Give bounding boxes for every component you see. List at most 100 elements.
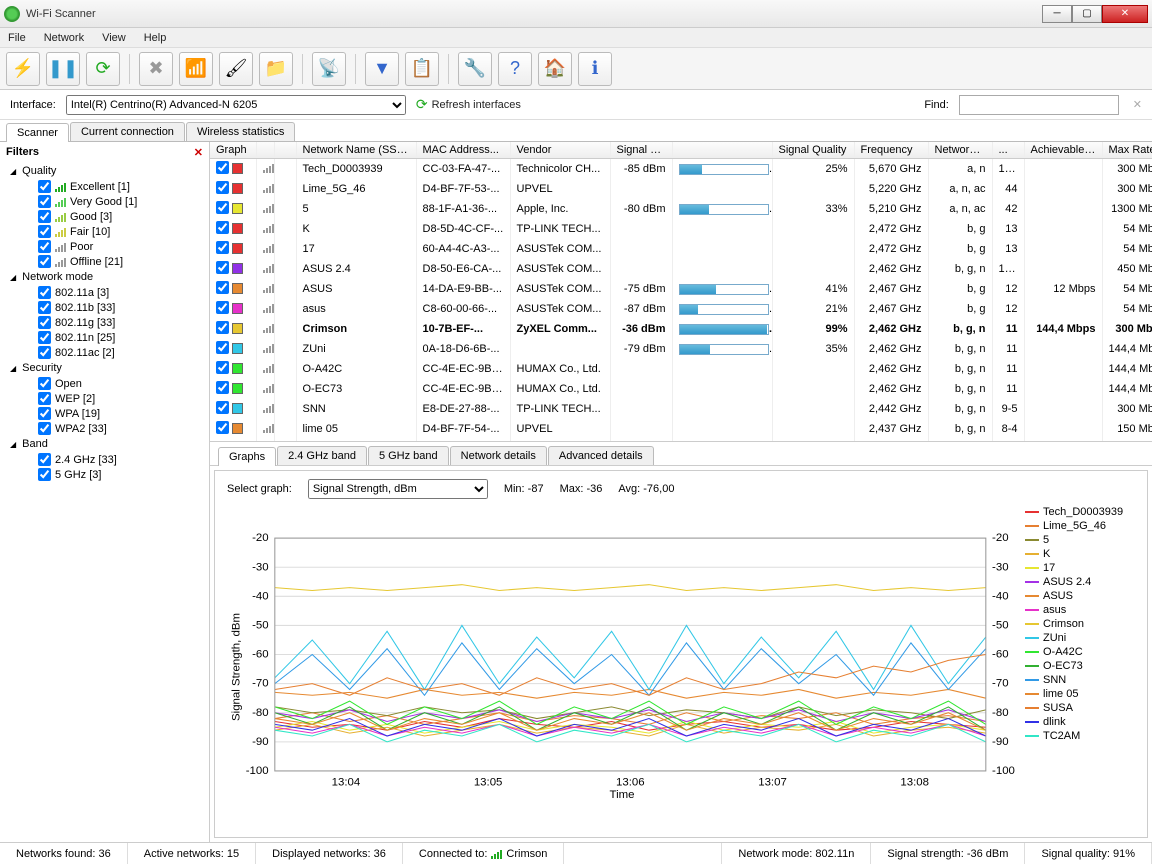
filters-close-icon[interactable]: ✕ <box>194 146 203 159</box>
tab-current-connection[interactable]: Current connection <box>70 122 185 141</box>
btab-5ghz[interactable]: 5 GHz band <box>368 446 449 465</box>
home-icon[interactable]: 🏠 <box>538 52 572 86</box>
filter-item[interactable]: Open <box>10 376 203 391</box>
col-header[interactable]: Network ... <box>928 142 992 159</box>
legend-item[interactable]: asus <box>1025 603 1135 617</box>
folder-icon[interactable]: 📁 <box>259 52 293 86</box>
signal-icon[interactable]: 📶 <box>179 52 213 86</box>
menu-file[interactable]: File <box>8 32 26 44</box>
filters-panel: Filters ✕ Quality Excellent [1] Very Goo… <box>0 142 210 842</box>
filter-item[interactable]: WEP [2] <box>10 391 203 406</box>
table-row[interactable]: Tech_D0003939CC-03-FA-47-...Technicolor … <box>210 159 1152 180</box>
col-header[interactable] <box>256 142 274 159</box>
legend-item[interactable]: ZUni <box>1025 631 1135 645</box>
legend-item[interactable]: TC2AM <box>1025 729 1135 743</box>
col-header[interactable]: Achievable ... <box>1024 142 1102 159</box>
legend-item[interactable]: SUSA <box>1025 701 1135 715</box>
col-header[interactable]: Network Name (SSID) <box>296 142 416 159</box>
pause-icon[interactable]: ❚❚ <box>46 52 80 86</box>
legend-item[interactable]: dlink <box>1025 715 1135 729</box>
filter-item[interactable]: Offline [21] <box>10 254 203 269</box>
table-row[interactable]: Lime_5G_46D4-BF-7F-53-...UPVEL5,220 GHza… <box>210 179 1152 199</box>
find-clear-icon[interactable]: ✕ <box>1133 98 1142 111</box>
minimize-button[interactable]: ─ <box>1042 5 1072 23</box>
legend-item[interactable]: O-EC73 <box>1025 659 1135 673</box>
close-button[interactable]: ✕ <box>1102 5 1148 23</box>
settings-icon[interactable]: 🔧 <box>458 52 492 86</box>
legend-item[interactable]: 5 <box>1025 533 1135 547</box>
legend-item[interactable]: K <box>1025 547 1135 561</box>
btab-graphs[interactable]: Graphs <box>218 447 276 466</box>
col-header[interactable]: Frequency <box>854 142 928 159</box>
btab-network-details[interactable]: Network details <box>450 446 547 465</box>
filter-item[interactable]: Very Good [1] <box>10 194 203 209</box>
col-header[interactable] <box>672 142 772 159</box>
filter-item[interactable]: 802.11ac [2] <box>10 345 203 360</box>
info-icon[interactable]: ℹ <box>578 52 612 86</box>
table-row[interactable]: 588-1F-A1-36-...Apple, Inc.-80 dBm33%5,2… <box>210 199 1152 219</box>
graph-select[interactable]: Signal Strength, dBm <box>308 479 488 499</box>
filter-item[interactable]: 802.11g [33] <box>10 315 203 330</box>
col-header[interactable]: Signal Quality <box>772 142 854 159</box>
filter-item[interactable]: WPA [19] <box>10 406 203 421</box>
filter-item[interactable]: WPA2 [33] <box>10 421 203 436</box>
table-row[interactable]: SNNE8-DE-27-88-...TP-LINK TECH...2,442 G… <box>210 399 1152 419</box>
filter-item[interactable]: Excellent [1] <box>10 179 203 194</box>
interface-select[interactable]: Intel(R) Centrino(R) Advanced-N 6205 <box>66 95 406 115</box>
col-header[interactable]: Max Rate <box>1102 142 1152 159</box>
maximize-button[interactable]: ▢ <box>1072 5 1102 23</box>
delete-icon[interactable]: ✖ <box>139 52 173 86</box>
filter-item[interactable]: Poor <box>10 239 203 254</box>
menu-network[interactable]: Network <box>44 32 84 44</box>
table-row[interactable]: Crimson10-7B-EF-...ZyXEL Comm...-36 dBm9… <box>210 319 1152 339</box>
filter-item[interactable]: 2.4 GHz [33] <box>10 452 203 467</box>
filter-item[interactable]: Good [3] <box>10 209 203 224</box>
find-input[interactable] <box>959 95 1119 115</box>
tab-wireless-statistics[interactable]: Wireless statistics <box>186 122 295 141</box>
menu-help[interactable]: Help <box>144 32 167 44</box>
legend-item[interactable]: SNN <box>1025 673 1135 687</box>
refresh-icon[interactable]: ⟳ <box>86 52 120 86</box>
legend-item[interactable]: ASUS 2.4 <box>1025 575 1135 589</box>
table-row[interactable]: O-A42CCC-4E-EC-9B-...HUMAX Co., Ltd.2,46… <box>210 359 1152 379</box>
refresh-interfaces[interactable]: Refresh interfaces <box>416 96 521 113</box>
legend-item[interactable]: lime 05 <box>1025 687 1135 701</box>
legend-item[interactable]: Lime_5G_46 <box>1025 519 1135 533</box>
wifi-icon[interactable]: 📡 <box>312 52 346 86</box>
filter-item[interactable]: 802.11b [33] <box>10 300 203 315</box>
brush-icon[interactable]: 🖌 <box>219 52 253 86</box>
help-icon[interactable]: ? <box>498 52 532 86</box>
col-header[interactable] <box>274 142 296 159</box>
table-row[interactable]: ZUni0A-18-D6-6B-...-79 dBm35%2,462 GHzb,… <box>210 339 1152 359</box>
legend-item[interactable]: ASUS <box>1025 589 1135 603</box>
table-row[interactable]: lime 05D4-BF-7F-54-...UPVEL2,437 GHzb, g… <box>210 419 1152 439</box>
col-header[interactable]: Vendor <box>510 142 610 159</box>
btab-advanced-details[interactable]: Advanced details <box>548 446 654 465</box>
table-row[interactable]: O-EC73CC-4E-EC-9B-...HUMAX Co., Ltd.2,46… <box>210 379 1152 399</box>
col-header[interactable]: ... <box>992 142 1024 159</box>
table-row[interactable]: 1760-A4-4C-A3-...ASUSTek COM...2,472 GHz… <box>210 239 1152 259</box>
col-header[interactable]: MAC Address... <box>416 142 510 159</box>
table-row[interactable]: ASUS14-DA-E9-BB-...ASUSTek COM...-75 dBm… <box>210 279 1152 299</box>
notes-icon[interactable]: 📋 <box>405 52 439 86</box>
network-table[interactable]: Graph Network Name (SSID)MAC Address...Ve… <box>210 142 1152 442</box>
btab-24ghz[interactable]: 2.4 GHz band <box>277 446 367 465</box>
tab-scanner[interactable]: Scanner <box>6 123 69 142</box>
col-header[interactable]: Signal Str... <box>610 142 672 159</box>
filter-item[interactable]: Fair [10] <box>10 224 203 239</box>
table-row[interactable]: SUSABC-EE-7B-E5-...ASUSTek COM...2,447 G… <box>210 439 1152 442</box>
legend-item[interactable]: Tech_D0003939 <box>1025 505 1135 519</box>
col-header[interactable]: Graph <box>210 142 256 159</box>
menu-view[interactable]: View <box>102 32 126 44</box>
scan-icon[interactable]: ⚡ <box>6 52 40 86</box>
filter-icon[interactable]: ▼ <box>365 52 399 86</box>
filter-item[interactable]: 5 GHz [3] <box>10 467 203 482</box>
legend-item[interactable]: 17 <box>1025 561 1135 575</box>
table-row[interactable]: KD8-5D-4C-CF-...TP-LINK TECH...2,472 GHz… <box>210 219 1152 239</box>
table-row[interactable]: ASUS 2.4D8-50-E6-CA-...ASUSTek COM...2,4… <box>210 259 1152 279</box>
filter-item[interactable]: 802.11a [3] <box>10 285 203 300</box>
table-row[interactable]: asusC8-60-00-66-...ASUSTek COM...-87 dBm… <box>210 299 1152 319</box>
legend-item[interactable]: Crimson <box>1025 617 1135 631</box>
filter-item[interactable]: 802.11n [25] <box>10 330 203 345</box>
legend-item[interactable]: O-A42C <box>1025 645 1135 659</box>
